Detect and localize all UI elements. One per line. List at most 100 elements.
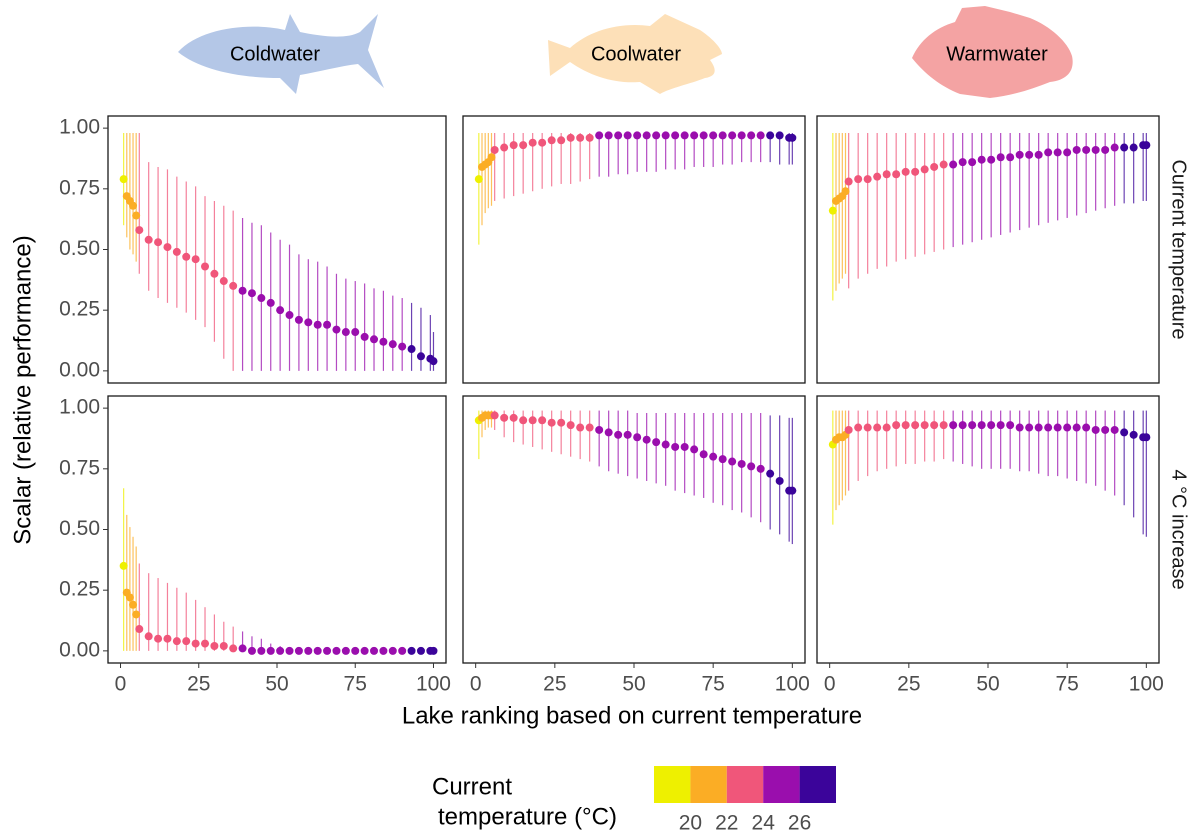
point	[388, 340, 397, 349]
point	[766, 131, 775, 140]
point	[247, 646, 256, 655]
x-tick-label: 75	[344, 673, 367, 696]
warmwater-fish	[912, 6, 1073, 98]
y-tick-label: 0.75	[59, 456, 100, 479]
point	[119, 175, 128, 184]
column-title: Coolwater	[591, 43, 681, 65]
point	[873, 423, 882, 432]
point	[737, 459, 746, 468]
point	[585, 133, 594, 142]
point	[304, 646, 313, 655]
point	[788, 486, 797, 495]
point	[1101, 425, 1110, 434]
x-tick-label: 0	[824, 673, 836, 696]
point	[172, 637, 181, 646]
point	[623, 131, 632, 140]
point	[1082, 145, 1091, 154]
point	[747, 131, 756, 140]
point	[429, 646, 438, 655]
point	[132, 211, 141, 220]
point	[775, 131, 784, 140]
point	[351, 328, 360, 337]
point	[996, 153, 1005, 162]
point	[1110, 425, 1119, 434]
point	[129, 201, 138, 210]
point	[416, 646, 425, 655]
legend-tick-label: 26	[788, 812, 811, 834]
legend-title: Current	[432, 773, 512, 800]
x-tick-label: 0	[470, 673, 482, 696]
point	[595, 425, 604, 434]
point	[788, 133, 797, 142]
coldwater-fish	[178, 14, 384, 94]
legend-swatch	[763, 766, 800, 803]
point	[1034, 150, 1043, 159]
point	[844, 425, 853, 434]
point	[398, 342, 407, 351]
point	[229, 281, 238, 290]
point	[882, 423, 891, 432]
point	[1120, 428, 1129, 437]
point	[873, 172, 882, 181]
x-tick-label: 0	[115, 673, 127, 696]
point	[294, 646, 303, 655]
point	[379, 337, 388, 346]
point	[191, 255, 200, 264]
legend-swatch	[799, 766, 836, 803]
point	[487, 153, 496, 162]
point	[351, 646, 360, 655]
x-tick-label: 25	[187, 673, 210, 696]
point	[313, 646, 322, 655]
point	[1025, 150, 1034, 159]
panel-frame	[107, 395, 447, 664]
point	[360, 646, 369, 655]
point	[661, 440, 670, 449]
point	[490, 145, 499, 154]
point	[576, 423, 585, 432]
x-tick-label: 100	[775, 673, 810, 696]
point	[276, 646, 285, 655]
point	[474, 175, 483, 184]
point	[360, 332, 369, 341]
point	[1091, 425, 1100, 434]
point	[154, 238, 163, 247]
point	[182, 637, 191, 646]
point	[304, 318, 313, 327]
x-tick-label: 75	[701, 673, 724, 696]
point	[379, 646, 388, 655]
point	[892, 170, 901, 179]
point	[968, 421, 977, 430]
point	[718, 131, 727, 140]
point	[229, 644, 238, 653]
point	[633, 131, 642, 140]
point	[996, 421, 1005, 430]
point	[892, 421, 901, 430]
point	[652, 438, 661, 447]
point	[557, 136, 566, 145]
point	[341, 646, 350, 655]
point	[257, 294, 266, 303]
point	[882, 170, 891, 179]
column-title: Warmwater	[946, 43, 1048, 65]
point	[266, 646, 275, 655]
point	[1129, 430, 1138, 439]
point	[285, 311, 294, 320]
point	[407, 646, 416, 655]
x-tick-label: 50	[265, 673, 288, 696]
point	[756, 464, 765, 473]
point	[135, 625, 144, 634]
legend-swatch	[726, 766, 764, 803]
point	[191, 639, 200, 648]
point	[911, 421, 920, 430]
point	[1006, 421, 1015, 430]
point	[416, 352, 425, 361]
point	[500, 413, 509, 422]
point	[323, 646, 332, 655]
point	[930, 162, 939, 171]
point	[519, 141, 528, 150]
point	[238, 286, 247, 295]
point	[844, 177, 853, 186]
point	[595, 131, 604, 140]
point	[566, 133, 575, 142]
legend-swatch	[690, 766, 727, 803]
